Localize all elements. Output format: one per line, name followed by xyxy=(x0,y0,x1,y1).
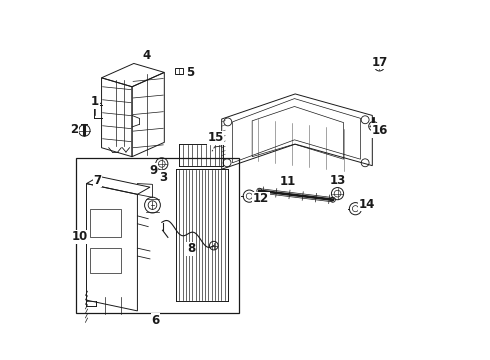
Text: 1: 1 xyxy=(91,95,99,108)
Text: 8: 8 xyxy=(187,242,196,255)
Text: 3: 3 xyxy=(160,171,168,184)
Text: 11: 11 xyxy=(280,175,296,188)
Text: 2: 2 xyxy=(71,123,79,136)
Text: 9: 9 xyxy=(149,164,158,177)
Bar xyxy=(76,158,239,313)
Text: 5: 5 xyxy=(186,66,195,79)
Text: 10: 10 xyxy=(72,230,88,243)
Text: 4: 4 xyxy=(142,49,150,62)
Text: 14: 14 xyxy=(359,198,375,211)
Text: 7: 7 xyxy=(93,174,101,186)
Bar xyxy=(90,209,121,237)
Text: 6: 6 xyxy=(151,314,159,327)
Text: 12: 12 xyxy=(253,192,270,205)
Bar xyxy=(90,248,121,273)
Text: 13: 13 xyxy=(330,174,346,186)
Text: 15: 15 xyxy=(207,131,224,144)
Text: 16: 16 xyxy=(371,124,388,137)
Text: 17: 17 xyxy=(371,56,388,69)
